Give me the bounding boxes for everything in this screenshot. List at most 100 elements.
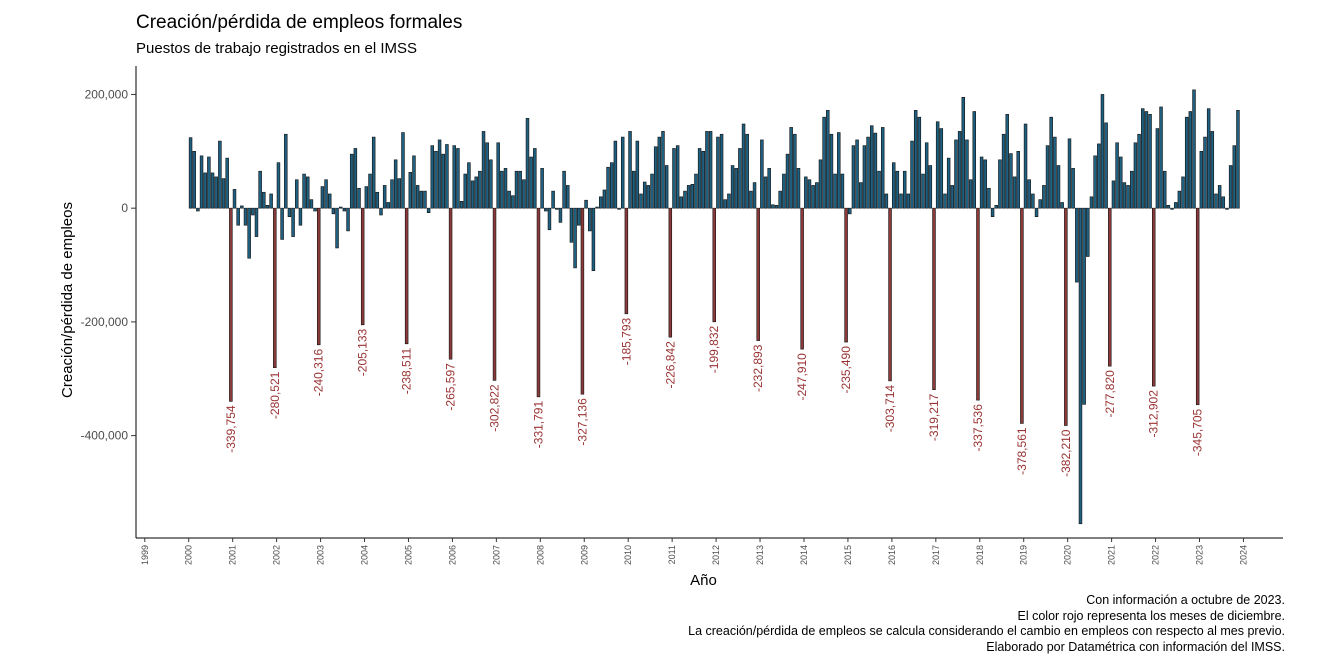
monthly-bar xyxy=(1206,108,1211,209)
monthly-bar xyxy=(796,168,801,209)
monthly-bar xyxy=(686,185,691,209)
monthly-bar xyxy=(265,205,270,209)
monthly-bar xyxy=(1188,111,1193,209)
monthly-bar xyxy=(382,185,387,209)
x-tick-label: 2010 xyxy=(623,545,633,565)
monthly-bar xyxy=(705,131,709,209)
monthly-bar xyxy=(368,173,372,209)
monthly-bar xyxy=(690,183,695,209)
monthly-bar xyxy=(349,153,354,209)
monthly-bar xyxy=(306,176,310,209)
monthly-bar xyxy=(730,165,735,209)
monthly-bar xyxy=(573,207,577,269)
monthly-bar xyxy=(1093,155,1097,209)
monthly-bar xyxy=(518,170,522,209)
monthly-bar xyxy=(701,151,706,209)
monthly-bar xyxy=(558,207,563,223)
x-tick-label: 2006 xyxy=(447,545,457,565)
monthly-bar xyxy=(452,145,456,209)
monthly-bar xyxy=(254,207,259,237)
monthly-bar xyxy=(302,173,306,209)
x-tick-label: 2024 xyxy=(1238,545,1248,565)
monthly-bar xyxy=(826,110,830,209)
monthly-bar xyxy=(987,187,991,209)
y-axis-ticks: 200,000 0 -200,000 -400,000 xyxy=(81,87,136,443)
monthly-bar xyxy=(1104,122,1108,209)
monthly-bar xyxy=(298,207,303,226)
monthly-bar xyxy=(489,159,493,209)
monthly-bar xyxy=(426,207,431,214)
monthly-bar xyxy=(1203,136,1207,209)
monthly-bar xyxy=(595,206,599,209)
monthly-bar xyxy=(979,156,984,209)
monthly-bar xyxy=(207,156,211,209)
monthly-bar xyxy=(320,186,325,209)
monthly-bar xyxy=(1078,207,1083,525)
monthly-bar xyxy=(866,136,870,209)
monthly-bar xyxy=(225,157,229,209)
monthly-bar xyxy=(837,132,841,209)
december-value-label: -337,536 xyxy=(971,404,985,452)
monthly-bar xyxy=(522,179,526,209)
monthly-bar xyxy=(196,207,200,212)
monthly-bar xyxy=(675,145,680,209)
monthly-bar xyxy=(1067,138,1072,209)
monthly-bar xyxy=(309,199,314,209)
monthly-bar xyxy=(741,123,746,209)
monthly-bar xyxy=(364,186,369,209)
monthly-bar xyxy=(371,136,376,209)
december-value-label: -327,136 xyxy=(575,398,589,446)
monthly-bar xyxy=(1221,196,1226,209)
monthly-bar xyxy=(785,153,790,209)
monthly-bar xyxy=(1005,114,1009,209)
monthly-bar xyxy=(767,168,771,209)
monthly-bar xyxy=(203,172,207,209)
x-tick-label: 2020 xyxy=(1063,545,1073,565)
december-value-label: -247,910 xyxy=(795,353,809,401)
x-axis-title: Año xyxy=(690,572,717,589)
monthly-bar xyxy=(983,159,987,209)
monthly-bar xyxy=(664,165,669,209)
monthly-bar xyxy=(408,172,413,209)
december-bar xyxy=(712,207,716,323)
monthly-bar xyxy=(602,189,607,209)
monthly-bar xyxy=(1031,193,1035,209)
monthly-bar xyxy=(957,131,962,209)
monthly-bar xyxy=(855,139,859,209)
monthly-bar xyxy=(1097,143,1101,209)
monthly-bar xyxy=(199,155,204,209)
monthly-bar xyxy=(284,133,288,209)
monthly-bar xyxy=(1111,180,1116,209)
monthly-bar xyxy=(357,187,361,209)
monthly-bar xyxy=(1075,207,1079,283)
monthly-bar xyxy=(946,157,951,209)
monthly-bar xyxy=(902,170,907,209)
monthly-bar xyxy=(540,168,544,209)
monthly-bar xyxy=(419,190,424,209)
monthly-bar xyxy=(917,116,922,209)
monthly-bar xyxy=(848,207,852,215)
monthly-bar xyxy=(1225,207,1229,210)
december-value-label: -319,217 xyxy=(927,393,941,441)
monthly-bar xyxy=(1060,202,1064,209)
monthly-bar xyxy=(606,166,610,209)
monthly-bar xyxy=(295,179,299,209)
monthly-bar xyxy=(1071,168,1075,209)
monthly-bar xyxy=(456,148,460,209)
monthly-bar xyxy=(1045,145,1050,209)
monthly-bar xyxy=(815,182,819,209)
december-value-label: -331,791 xyxy=(531,401,545,449)
monthly-bar xyxy=(240,205,244,209)
monthly-bar xyxy=(569,207,574,243)
december-bar xyxy=(888,207,892,382)
december-value-label: -280,521 xyxy=(268,371,282,419)
monthly-bar xyxy=(599,196,603,209)
monthly-bar xyxy=(719,133,724,209)
monthly-bar xyxy=(906,193,911,209)
monthly-bar xyxy=(591,207,596,272)
monthly-bar xyxy=(1166,205,1171,209)
monthly-bar xyxy=(1100,94,1105,209)
monthly-bar xyxy=(1199,151,1204,209)
x-axis-ticks: 1999 2000 2001 2002 2003 2004 2005 2006 2007 2008… xyxy=(140,538,1248,565)
